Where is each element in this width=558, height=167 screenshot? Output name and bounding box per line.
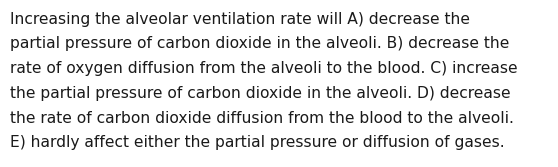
Text: E) hardly affect either the partial pressure or diffusion of gases.: E) hardly affect either the partial pres… (10, 135, 504, 150)
Text: rate of oxygen diffusion from the alveoli to the blood. C) increase: rate of oxygen diffusion from the alveol… (10, 61, 518, 76)
Text: partial pressure of carbon dioxide in the alveoli. B) decrease the: partial pressure of carbon dioxide in th… (10, 36, 509, 51)
Text: the rate of carbon dioxide diffusion from the blood to the alveoli.: the rate of carbon dioxide diffusion fro… (10, 111, 514, 126)
Text: Increasing the alveolar ventilation rate will A) decrease the: Increasing the alveolar ventilation rate… (10, 12, 470, 27)
Text: the partial pressure of carbon dioxide in the alveoli. D) decrease: the partial pressure of carbon dioxide i… (10, 86, 511, 101)
